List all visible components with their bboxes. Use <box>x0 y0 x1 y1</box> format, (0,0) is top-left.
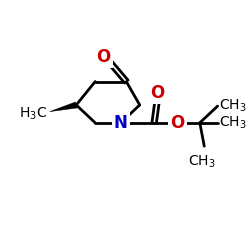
Text: H$_3$C: H$_3$C <box>19 106 47 122</box>
Polygon shape <box>50 102 77 112</box>
Text: O: O <box>96 48 110 66</box>
Text: CH$_3$: CH$_3$ <box>188 154 216 170</box>
Text: CH$_3$: CH$_3$ <box>220 98 247 114</box>
Text: O: O <box>150 84 165 102</box>
Text: N: N <box>114 114 128 132</box>
Text: O: O <box>170 114 185 132</box>
Text: CH$_3$: CH$_3$ <box>220 114 247 131</box>
